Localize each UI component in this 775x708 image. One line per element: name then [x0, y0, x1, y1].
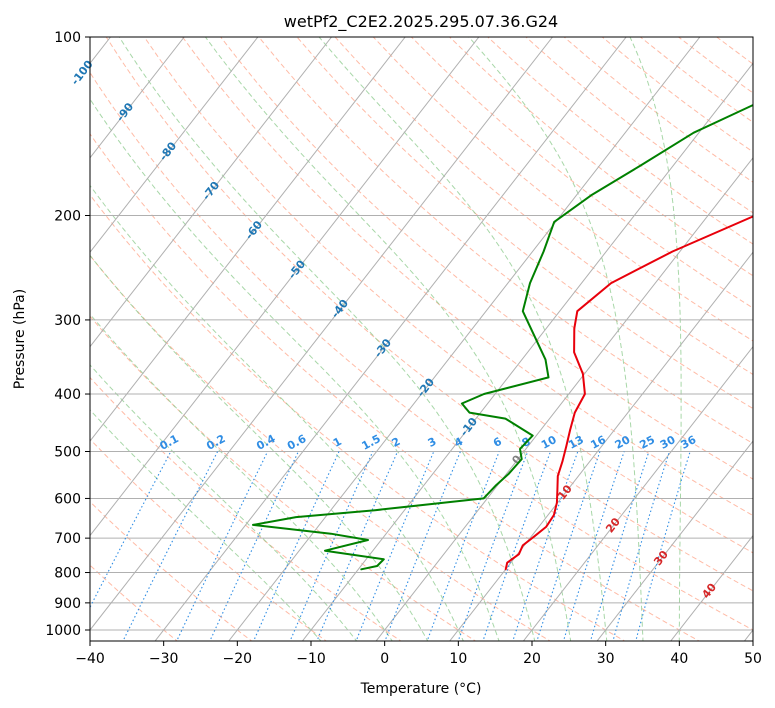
x-axis-ticks: −40 −30 −20 −10 0 10 20 30 40 50	[75, 641, 762, 667]
dry-adiabat	[90, 564, 178, 641]
dry-adiabat	[372, 37, 753, 342]
dry-adiabat	[105, 37, 753, 592]
mixing-ratio-line	[426, 451, 500, 641]
y-axis-label: Pressure (hPa)	[12, 289, 28, 389]
x-tick-label: 10	[449, 651, 467, 667]
mixing-ratio-line	[316, 451, 399, 641]
isotherm-line	[90, 37, 332, 348]
mixing-ratio-line	[562, 451, 625, 641]
isotherm-line	[228, 37, 701, 641]
y-tick-label: 900	[54, 596, 81, 612]
isotherm-line	[670, 534, 753, 641]
dewpoint-profile	[252, 103, 753, 571]
moist-adiabat	[90, 409, 322, 641]
x-tick-label: −20	[223, 651, 253, 667]
dry-adiabat	[90, 193, 626, 641]
chart-title: wetPf2_C2E2.2025.295.07.36.G24	[284, 12, 558, 32]
isotherm-line	[90, 37, 406, 442]
mixing-ratio-line	[355, 451, 435, 641]
dry-adiabat	[334, 37, 753, 375]
isotherm-line	[301, 62, 753, 641]
mixing-ratio-line	[289, 451, 374, 641]
mixing-ratio-label: 20	[613, 433, 633, 452]
mixing-ratio-label: 16	[588, 433, 608, 452]
y-tick-label: 600	[54, 491, 81, 507]
mixing-ratio-line	[384, 451, 461, 641]
moist-adiabat	[90, 98, 500, 641]
moist-adiabat	[629, 37, 682, 641]
isotherm-line	[90, 37, 185, 159]
y-tick-label: 700	[54, 531, 81, 547]
mixing-ratio-line	[536, 451, 601, 641]
isotherm-line	[154, 37, 627, 641]
y-tick-label: 200	[54, 209, 81, 225]
mixing-ratio-line	[482, 451, 552, 641]
dry-adiabat	[90, 133, 701, 641]
mixing-ratio-line	[635, 451, 691, 641]
x-tick-label: 40	[670, 651, 688, 667]
y-tick-label: 400	[54, 387, 81, 403]
mixing-ratio-line	[122, 451, 219, 641]
x-tick-label: 50	[744, 651, 762, 667]
moist-adiabat	[468, 37, 644, 641]
isotherm-line	[522, 345, 753, 641]
profiles	[252, 103, 753, 571]
moist-adiabat	[118, 37, 536, 641]
y-tick-label: 100	[54, 30, 81, 46]
isotherm-line	[90, 37, 259, 254]
mixing-ratio-line	[457, 451, 529, 641]
x-tick-label: 30	[597, 651, 615, 667]
isotherm-lines	[90, 37, 753, 641]
moist-adiabat	[318, 37, 608, 641]
x-tick-label: −10	[296, 651, 326, 667]
mixing-ratio-label: 30	[658, 433, 678, 452]
y-tick-label: 500	[54, 444, 81, 460]
dry-adiabats	[90, 37, 753, 641]
plot-area	[90, 37, 753, 641]
mixing-ratio-lines	[90, 451, 691, 641]
y-axis-ticks: 100 200 300 400 500 600 700 800 900 1000	[45, 30, 90, 639]
y-tick-label: 1000	[45, 623, 81, 639]
mixing-ratio-label: 13	[566, 433, 586, 452]
dry-adiabat	[296, 37, 753, 410]
moist-adiabats	[90, 37, 682, 641]
isotherm-line	[90, 37, 480, 537]
moist-adiabat	[90, 184, 464, 641]
x-axis-label: Temperature (°C)	[360, 681, 482, 697]
x-tick-label: −30	[149, 651, 179, 667]
moist-adiabat	[204, 37, 572, 641]
y-tick-label: 300	[54, 313, 81, 329]
y-tick-label: 800	[54, 566, 81, 582]
mixing-ratio-label: 25	[637, 433, 657, 452]
x-tick-label: −40	[75, 651, 105, 667]
mixing-ratio-line	[512, 451, 579, 641]
temperature-profile	[504, 215, 753, 571]
dry-adiabat	[220, 37, 753, 480]
x-tick-label: 20	[523, 651, 541, 667]
plot-frame	[89, 36, 754, 642]
isotherm-line	[375, 156, 753, 641]
dry-adiabat	[90, 315, 477, 641]
moist-adiabat	[90, 313, 393, 641]
isotherm-line	[90, 37, 553, 631]
moist-adiabat	[90, 254, 429, 641]
isotherm-line	[596, 440, 753, 641]
mixing-ratio-line	[612, 451, 670, 641]
dry-adiabat	[90, 500, 253, 641]
mixing-ratio-label: 10	[539, 433, 559, 452]
mixing-ratio-line	[589, 451, 650, 641]
mixing-ratio-label: 36	[679, 433, 699, 452]
dry-adiabat	[90, 376, 402, 641]
x-tick-label: 0	[380, 651, 389, 667]
